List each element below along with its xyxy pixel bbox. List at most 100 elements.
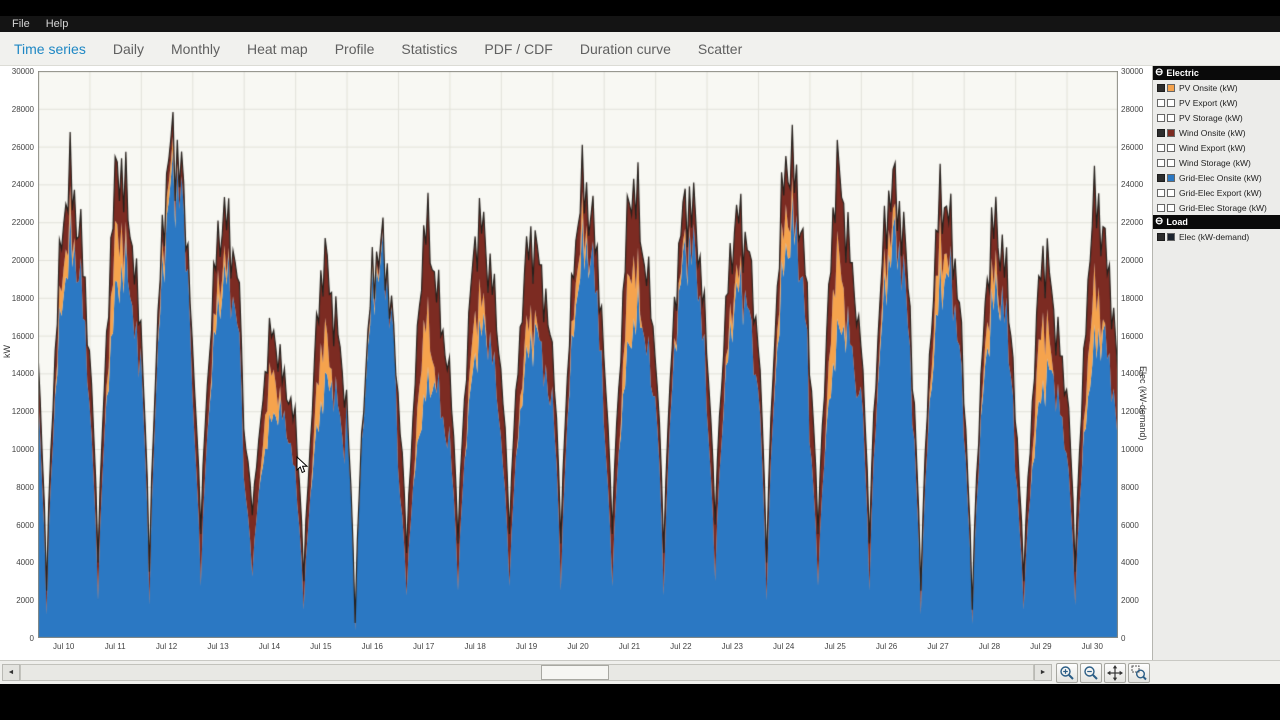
x-tick-label: Jul 30 [1081,642,1103,651]
scroll-left-button[interactable]: ◄ [2,664,20,681]
y-tick-label: 30000 [11,67,34,76]
series-color-swatch [1167,143,1175,152]
y-tick-label-right: 8000 [1121,482,1139,492]
series-color-swatch [1167,158,1175,167]
series-label: Grid-Elec Storage (kW) [1179,202,1267,213]
scroll-right-button[interactable]: ► [1034,664,1052,681]
tab-monthly[interactable]: Monthly [170,40,220,57]
menu-help[interactable]: Help [45,18,69,30]
series-color-swatch [1167,203,1175,212]
y-tick-label: 2000 [16,596,34,606]
x-tick-label: Jul 13 [207,642,229,651]
series-checkbox[interactable] [1157,113,1165,122]
series-color-swatch [1167,98,1175,107]
collapse-icon[interactable]: ⊖ [1155,67,1164,78]
legend-item[interactable]: PV Export (kW) [1153,95,1280,110]
y-tick-label: 14000 [11,369,34,379]
y-tick-label: 10000 [11,445,34,454]
x-tick-label: Jul 27 [927,642,949,651]
x-tick-label: Jul 22 [670,642,692,651]
series-label: Grid-Elec Export (kW) [1179,187,1262,198]
y-tick-label: 24000 [11,180,34,190]
series-checkbox[interactable] [1157,188,1165,197]
y-axis-title-right: Elec (kW-demand) [1138,366,1148,441]
series-label: Elec (kW-demand) [1179,231,1250,242]
tab-statistics[interactable]: Statistics [401,40,458,57]
time-series-chart[interactable] [38,71,1118,638]
y-tick-label-right: 18000 [1121,293,1144,303]
y-axis-title-left: kW [2,345,12,358]
series-checkbox[interactable] [1157,143,1165,152]
series-label: PV Onsite (kW) [1179,82,1238,93]
y-tick-label-right: 6000 [1121,520,1139,530]
box-zoom-icon [1131,665,1147,681]
x-tick-label: Jul 21 [618,642,641,651]
series-label: Wind Export (kW) [1179,142,1246,153]
legend-item[interactable]: Grid-Elec Export (kW) [1153,185,1280,200]
legend-item[interactable]: Elec (kW-demand) [1153,229,1280,244]
legend-item[interactable]: PV Storage (kW) [1153,110,1280,125]
legend-item[interactable]: Wind Export (kW) [1153,140,1280,155]
series-checkbox[interactable] [1157,203,1165,212]
tab-pdf-cdf[interactable]: PDF / CDF [484,40,553,57]
series-color-swatch [1167,113,1175,122]
y-tick-label-right: 30000 [1121,67,1144,76]
tab-bar: Time series Daily Monthly Heat map Profile St… [0,32,1280,66]
series-checkbox[interactable] [1157,232,1165,241]
series-label: Wind Onsite (kW) [1179,127,1246,138]
legend-item[interactable]: Wind Onsite (kW) [1153,125,1280,140]
legend-item[interactable]: Grid-Elec Onsite (kW) [1153,170,1280,185]
series-checkbox[interactable] [1157,83,1165,92]
tab-scatter[interactable]: Scatter [697,40,743,57]
legend-group-header-electric[interactable]: ⊖ Electric [1153,66,1280,80]
chart-area: 0 2000 4000 6000 8000 10000 12000 14000 16000 180… [0,66,1152,660]
x-tick-label: Jul 28 [978,642,1001,651]
tab-daily[interactable]: Daily [112,40,144,57]
horizontal-scrollbar[interactable] [20,664,1034,681]
box-zoom-button[interactable] [1128,663,1150,683]
tab-time-series[interactable]: Time series [14,40,86,57]
series-color-swatch [1167,128,1175,137]
main-content: 0 2000 4000 6000 8000 10000 12000 14000 16000 180… [0,66,1280,660]
series-checkbox[interactable] [1157,173,1165,182]
legend-item[interactable]: PV Onsite (kW) [1153,80,1280,95]
series-checkbox[interactable] [1157,128,1165,137]
y-tick-label-right: 24000 [1121,180,1144,190]
zoom-in-button[interactable] [1056,663,1078,683]
y-tick-label: 28000 [11,104,34,114]
y-tick-label-right: 4000 [1121,558,1139,568]
y-tick-label: 12000 [11,407,34,417]
menu-file[interactable]: File [12,18,30,30]
scroll-left-icon: ◄ [7,669,15,676]
zoom-out-button[interactable] [1080,663,1102,683]
scrollbar-thumb[interactable] [541,665,609,680]
tab-heat-map[interactable]: Heat map [246,40,308,57]
x-tick-label: Jul 10 [53,642,75,651]
y-tick-label-right: 2000 [1121,596,1139,606]
tab-profile[interactable]: Profile [334,40,375,57]
y-tick-label: 0 [29,634,34,643]
zoom-in-icon [1060,666,1074,680]
legend-item[interactable]: Wind Storage (kW) [1153,155,1280,170]
series-checkbox[interactable] [1157,98,1165,107]
tab-duration-curve[interactable]: Duration curve [579,40,671,57]
legend-group-header-load[interactable]: ⊖ Load [1153,215,1280,229]
mouse-cursor [296,456,309,474]
x-tick-label: Jul 20 [567,642,589,651]
legend-sidebar: ⊖ Electric PV Onsite (kW) PV Export (kW) PV … [1152,66,1280,660]
series-checkbox[interactable] [1157,158,1165,167]
x-tick-label: Jul 24 [773,642,795,651]
x-tick-label: Jul 23 [721,642,743,651]
collapse-icon[interactable]: ⊖ [1155,216,1164,227]
y-tick-label: 22000 [11,218,34,228]
x-tick-label: Jul 14 [258,642,281,651]
pan-button[interactable] [1104,663,1126,683]
letterbox-bottom [0,684,1280,720]
y-tick-label: 6000 [16,520,34,530]
series-color-swatch [1167,173,1175,182]
x-tick-label: Jul 26 [875,642,898,651]
legend-item[interactable]: Grid-Elec Storage (kW) [1153,200,1280,215]
x-tick-label: Jul 12 [155,642,178,651]
y-tick-label: 8000 [16,482,34,492]
series-color-swatch [1167,188,1175,197]
